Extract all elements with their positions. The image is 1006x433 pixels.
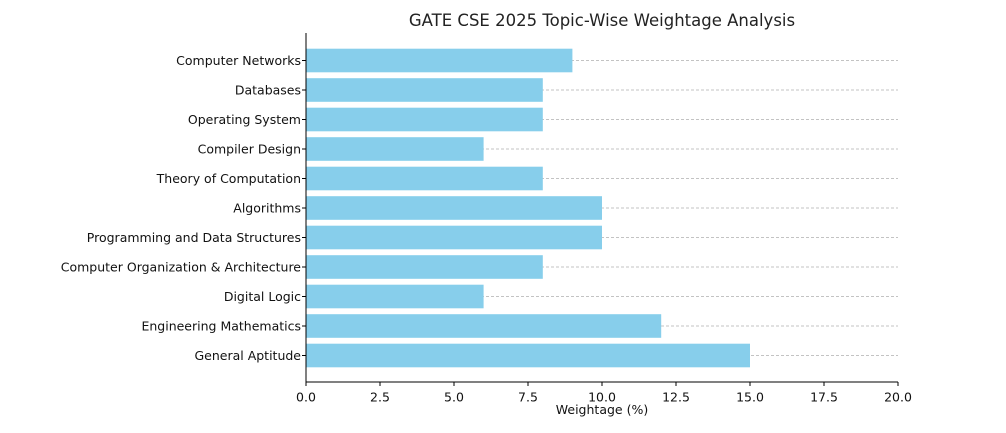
bar [306,255,543,279]
x-tick-label: 10.0 [588,390,616,405]
x-tick-label: 15.0 [736,390,764,405]
bar [306,78,543,102]
category-label: Operating System [188,112,301,127]
category-label: Algorithms [233,201,301,216]
x-tick-label: 7.5 [518,390,538,405]
x-axis-label: Weightage (%) [556,402,648,417]
x-tick-label: 12.5 [662,390,690,405]
bar [306,314,662,338]
bar [306,48,573,73]
bars [306,48,750,368]
bar [306,196,602,220]
category-label: Theory of Computation [156,171,301,186]
x-tick-label: 20.0 [884,390,912,405]
x-tick-label: 5.0 [444,390,464,405]
category-label: Programming and Data Structures [87,230,301,245]
x-axis-ticks: 0.0 2.5 5.0 7.5 10.0 12.5 15.0 17.5 20.0 [296,382,912,405]
bar [306,166,543,191]
bar [306,107,543,132]
category-label: Digital Logic [224,289,301,304]
bar [306,137,484,161]
category-labels: General Aptitude Engineering Mathematics D… [61,53,306,363]
chart-title: GATE CSE 2025 Topic-Wise Weightage Analy… [409,11,795,30]
bar [306,284,484,309]
x-tick-label: 2.5 [370,390,390,405]
category-label: Engineering Mathematics [141,319,301,334]
category-label: Databases [235,83,301,98]
category-label: Compiler Design [198,142,301,157]
category-label: Computer Organization & Architecture [61,260,302,275]
bar [306,343,750,368]
x-tick-label: 0.0 [296,390,316,405]
bar [306,225,602,250]
x-tick-label: 17.5 [810,390,838,405]
category-label: Computer Networks [176,53,301,68]
category-label: General Aptitude [194,348,301,363]
